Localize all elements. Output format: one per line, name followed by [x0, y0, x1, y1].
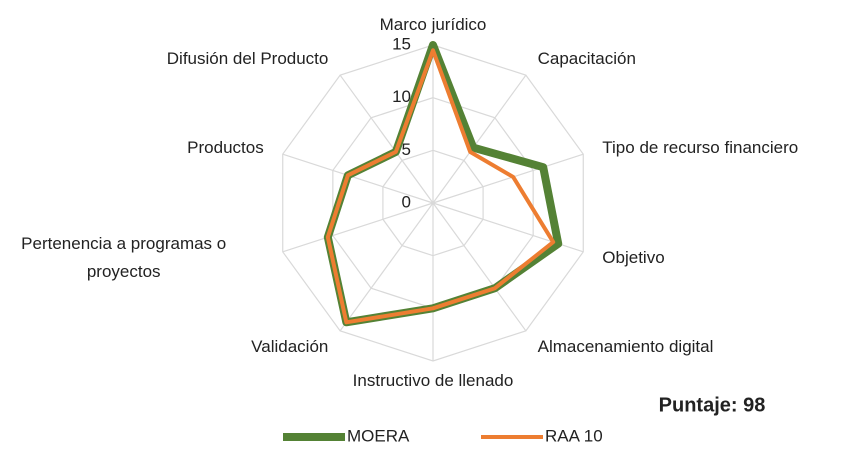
- category-label: Difusión del Producto: [166, 48, 329, 68]
- spoke: [282, 202, 434, 253]
- r-tick-label: 15: [392, 34, 411, 53]
- category-label: Instructivo de llenado: [352, 371, 514, 390]
- spoke: [339, 202, 434, 332]
- r-tick-label: 0: [402, 192, 411, 211]
- spoke: [432, 202, 527, 332]
- category-label: Pertenencia a programas o proyectos: [21, 234, 227, 281]
- category-label: Objetivo: [602, 248, 665, 267]
- spoke: [339, 74, 434, 204]
- r-tick-label: 5: [402, 140, 411, 159]
- spoke: [282, 153, 434, 204]
- category-label: Productos: [187, 137, 264, 157]
- legend-label: MOERA: [347, 426, 410, 445]
- series-line: [323, 41, 563, 327]
- series-line: [325, 48, 556, 325]
- legend-label: RAA 10: [545, 426, 603, 445]
- category-label: Almacenamiento digital: [537, 337, 714, 356]
- score-annotation: Puntaje: 98: [659, 394, 766, 416]
- category-label: Capacitación: [537, 48, 636, 68]
- r-tick-label: 10: [392, 87, 411, 106]
- spoke: [432, 153, 584, 204]
- category-label: Marco jurídico: [379, 15, 487, 34]
- category-label: Validación: [251, 337, 329, 356]
- spoke: [432, 74, 527, 204]
- category-label: Tipo de recurso financiero: [602, 137, 799, 157]
